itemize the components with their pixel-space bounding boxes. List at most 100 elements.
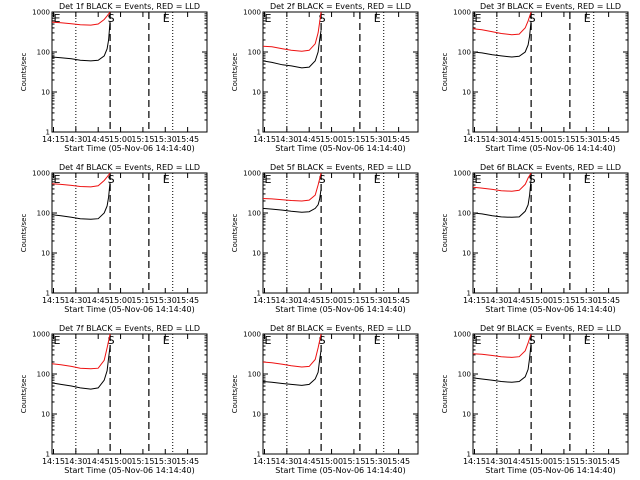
- x-tick-label: 15:00: [109, 296, 132, 305]
- data-series-lld: [262, 333, 322, 368]
- y-tick-label: 1000: [32, 331, 50, 339]
- x-tick-label: 14:30: [485, 296, 508, 305]
- x-tick-label: 14:15: [253, 457, 276, 466]
- x-tick-label: 14:45: [87, 296, 110, 305]
- y-tick-label: 10: [252, 411, 261, 419]
- x-tick-label: 15:15: [131, 135, 154, 144]
- chart-panel-4: Det 4f BLACK = Events, RED = LLD 1 10 100 10…: [20, 163, 208, 314]
- x-tick-label: 14:30: [64, 296, 87, 305]
- x-tick-label: 15:15: [342, 296, 365, 305]
- x-tick-label: 15:45: [387, 296, 410, 305]
- x-tick-label: 14:15: [42, 135, 65, 144]
- x-axis-label: Start Time (05-Nov-06 14:14:40): [64, 144, 194, 153]
- y-axis-label: Counts/sec: [20, 214, 28, 253]
- y-axis-label: Counts/sec: [441, 53, 449, 92]
- x-tick-label: 14:15: [42, 457, 65, 466]
- chart-title: Det 9f BLACK = Events, RED = LLD: [480, 324, 621, 333]
- x-tick-label: 15:15: [552, 135, 575, 144]
- y-axis-label: Counts/sec: [231, 375, 239, 414]
- x-tick-label: 15:00: [530, 135, 553, 144]
- interval-marker-e: E: [584, 334, 591, 347]
- chart-title: Det 1f BLACK = Events, RED = LLD: [59, 2, 200, 11]
- x-tick-label: 15:00: [109, 457, 132, 466]
- interval-marker-e: E: [54, 12, 61, 25]
- interval-marker-s: S: [108, 334, 115, 347]
- x-tick-label: 15:30: [154, 296, 177, 305]
- x-tick-label: 14:15: [463, 457, 486, 466]
- chart-title: Det 7f BLACK = Events, RED = LLD: [59, 324, 200, 333]
- data-series-events: [262, 349, 322, 386]
- chart-panel-9: Det 9f BLACK = Events, RED = LLD 1 10 100 10…: [441, 324, 629, 475]
- data-series-lld: [472, 333, 532, 358]
- chart-panel-6: Det 6f BLACK = Events, RED = LLD 1 10 100 10…: [441, 163, 629, 314]
- x-axis-label: Start Time (05-Nov-06 14:14:40): [275, 144, 405, 153]
- data-series-lld: [51, 11, 111, 26]
- y-tick-label: 1: [467, 451, 471, 459]
- x-tick-label: 14:15: [463, 135, 486, 144]
- y-tick-label: 100: [248, 371, 261, 379]
- x-tick-label: 14:45: [87, 457, 110, 466]
- x-tick-label: 15:15: [552, 457, 575, 466]
- interval-marker-e: E: [475, 334, 482, 347]
- x-tick-label: 14:15: [463, 296, 486, 305]
- interval-marker-e: E: [265, 334, 272, 347]
- x-tick-label: 15:30: [154, 457, 177, 466]
- y-tick-label: 1: [257, 290, 261, 298]
- x-tick-label: 15:15: [342, 457, 365, 466]
- data-series-events: [262, 188, 322, 213]
- interval-marker-s: S: [319, 12, 326, 25]
- x-tick-label: 15:30: [365, 296, 388, 305]
- chart-title: Det 4f BLACK = Events, RED = LLD: [59, 163, 200, 172]
- y-tick-label: 1000: [453, 331, 471, 339]
- plot-frame: [51, 11, 208, 133]
- x-tick-label: 15:45: [387, 135, 410, 144]
- x-tick-label: 15:00: [109, 135, 132, 144]
- x-tick-label: 14:45: [508, 457, 531, 466]
- y-tick-label: 1000: [32, 170, 50, 178]
- y-axis-label: Counts/sec: [20, 53, 28, 92]
- x-tick-label: 15:00: [530, 296, 553, 305]
- plot-frame: [51, 333, 208, 455]
- y-tick-label: 1: [257, 451, 261, 459]
- x-tick-label: 14:45: [298, 135, 321, 144]
- x-tick-label: 14:30: [485, 135, 508, 144]
- interval-marker-e: E: [265, 12, 272, 25]
- chart-panel-5: Det 5f BLACK = Events, RED = LLD 1 10 100 10…: [231, 163, 419, 314]
- y-tick-label: 10: [41, 411, 50, 419]
- y-tick-label: 1000: [32, 9, 50, 17]
- data-series-events: [472, 20, 532, 58]
- x-tick-label: 15:15: [131, 296, 154, 305]
- interval-marker-e: E: [374, 334, 381, 347]
- y-tick-label: 1: [46, 290, 50, 298]
- x-tick-label: 15:30: [365, 457, 388, 466]
- x-tick-label: 15:30: [575, 457, 598, 466]
- y-axis-label: Counts/sec: [231, 53, 239, 92]
- interval-marker-e: E: [163, 334, 170, 347]
- data-series-lld: [51, 172, 111, 188]
- y-tick-label: 100: [458, 210, 471, 218]
- x-tick-label: 14:45: [298, 296, 321, 305]
- plot-frame: [472, 333, 629, 455]
- chart-title: Det 5f BLACK = Events, RED = LLD: [270, 163, 411, 172]
- data-series-lld: [262, 11, 322, 52]
- interval-marker-s: S: [108, 173, 115, 186]
- data-series-events: [51, 345, 111, 390]
- x-tick-label: 14:30: [64, 135, 87, 144]
- x-tick-label: 15:45: [176, 135, 199, 144]
- y-tick-label: 1000: [243, 9, 261, 17]
- interval-marker-e: E: [475, 173, 482, 186]
- y-tick-label: 10: [462, 89, 471, 97]
- y-axis-label: Counts/sec: [20, 375, 28, 414]
- x-tick-label: 14:15: [253, 135, 276, 144]
- y-tick-label: 10: [252, 89, 261, 97]
- x-tick-label: 15:00: [320, 135, 343, 144]
- interval-marker-e: E: [54, 334, 61, 347]
- x-axis-label: Start Time (05-Nov-06 14:14:40): [275, 305, 405, 314]
- data-series-events: [51, 20, 111, 62]
- y-tick-label: 10: [462, 411, 471, 419]
- y-tick-label: 1000: [453, 9, 471, 17]
- plot-frame: [472, 172, 629, 294]
- x-tick-label: 15:30: [154, 135, 177, 144]
- x-axis-label: Start Time (05-Nov-06 14:14:40): [485, 466, 615, 475]
- chart-panel-8: Det 8f BLACK = Events, RED = LLD 1 10 100 10…: [231, 324, 419, 475]
